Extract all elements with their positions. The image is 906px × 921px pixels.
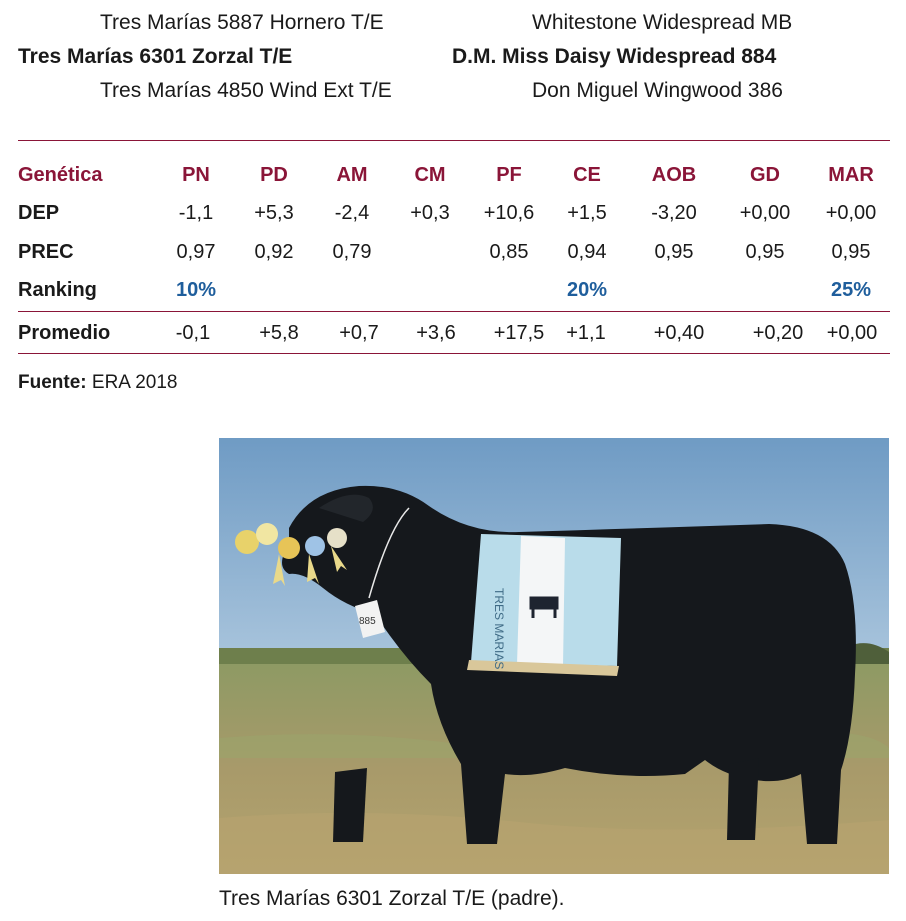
source-value: ERA 2018 <box>91 372 178 393</box>
table-average-rule <box>18 311 890 312</box>
cell-ranking-mar: 25% <box>830 279 872 301</box>
cell-dep-pf: +10,6 <box>483 202 535 224</box>
row-label: DEP <box>18 202 60 224</box>
sash-text: TRES MARIAS <box>492 588 506 669</box>
cell-dep-cm: +0,3 <box>410 202 450 224</box>
table-row-average: Promedio -0,1 +5,8 +0,7 +3,6 +17,5 +1,1 … <box>18 318 890 348</box>
col-am: AM <box>336 164 368 186</box>
table-bottom-rule <box>18 353 890 354</box>
cell-dep-aob: -3,20 <box>651 202 697 224</box>
col-mar: MAR <box>828 164 874 186</box>
pedigree-dam-sire: Whitestone Widespread MB <box>532 11 793 34</box>
col-pf: PF <box>496 164 522 186</box>
col-ce: CE <box>573 164 601 186</box>
table-top-rule <box>18 140 890 141</box>
col-pd: PD <box>260 164 288 186</box>
cell-avg-pn: -0,1 <box>175 322 211 344</box>
table-row-ranking: Ranking 10% 20% 25% <box>18 275 890 305</box>
cell-ranking-pn: 10% <box>175 279 217 301</box>
cell-prec-pf: 0,85 <box>489 241 529 263</box>
table-row-prec: PREC 0,97 0,92 0,79 0,85 0,94 0,95 0,95 … <box>18 237 890 267</box>
cell-avg-am: +0,7 <box>339 322 379 344</box>
cell-dep-pn: -1,1 <box>178 202 214 224</box>
row-label: Promedio <box>18 322 111 344</box>
cell-avg-pf: +17,5 <box>493 322 545 344</box>
cell-prec-pn: 0,97 <box>176 241 216 263</box>
cell-dep-gd: +0,00 <box>739 202 791 224</box>
cell-dep-pd: +5,3 <box>254 202 294 224</box>
photo-caption: Tres Marías 6301 Zorzal T/E (padre). <box>219 887 565 910</box>
cell-prec-am: 0,79 <box>332 241 372 263</box>
cell-avg-mar: +0,00 <box>826 322 878 344</box>
col-pn: PN <box>182 164 210 186</box>
table-row-dep: DEP -1,1 +5,3 -2,4 +0,3 +10,6 +1,5 -3,20… <box>18 198 890 228</box>
pedigree-sire-dam: Tres Marías 4850 Wind Ext T/E <box>100 79 392 102</box>
tag-number: 885 <box>359 616 376 627</box>
source-label: Fuente: <box>18 372 87 393</box>
cell-dep-ce: +1,5 <box>567 202 607 224</box>
cell-prec-pd: 0,92 <box>254 241 294 263</box>
col-cm: CM <box>414 164 446 186</box>
cell-avg-pd: +5,8 <box>259 322 299 344</box>
source-note: Fuente: ERA 2018 <box>18 370 177 396</box>
row-label: PREC <box>18 241 74 263</box>
cell-avg-gd: +0,20 <box>752 322 804 344</box>
row-label: Ranking <box>18 279 97 301</box>
cell-prec-gd: 0,95 <box>745 241 785 263</box>
col-aob: AOB <box>651 164 697 186</box>
cell-dep-am: -2,4 <box>334 202 370 224</box>
cell-avg-aob: +0,40 <box>653 322 705 344</box>
cell-dep-mar: +0,00 <box>825 202 877 224</box>
pedigree-sire: Tres Marías 6301 Zorzal T/E <box>18 45 293 68</box>
cell-prec-mar: 0,95 <box>831 241 871 263</box>
pedigree-sire-sire: Tres Marías 5887 Hornero T/E <box>100 11 384 34</box>
cell-prec-aob: 0,95 <box>654 241 694 263</box>
cell-prec-ce: 0,94 <box>567 241 607 263</box>
cell-ranking-ce: 20% <box>566 279 608 301</box>
cell-avg-ce: +1,1 <box>566 322 606 344</box>
table-header-row: Genética PN PD AM CM PF CE AOB GD MAR <box>18 160 890 190</box>
bull-photo: TRES MARIAS 885 <box>219 438 889 874</box>
col-gd: GD <box>750 164 780 186</box>
pedigree-dam-dam: Don Miguel Wingwood 386 <box>532 79 783 102</box>
pedigree-dam: D.M. Miss Daisy Widespread 884 <box>452 45 777 68</box>
cell-avg-cm: +3,6 <box>416 322 456 344</box>
header-label: Genética <box>18 164 103 186</box>
